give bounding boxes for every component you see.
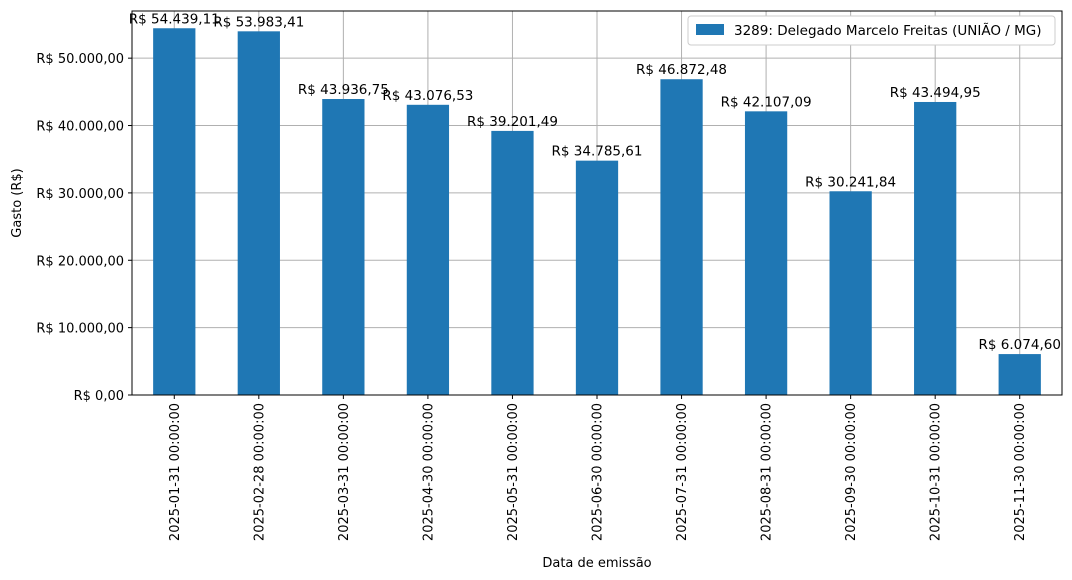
bar <box>322 99 365 395</box>
y-tick-label: R$ 0,00 <box>74 389 124 404</box>
bar <box>660 79 703 395</box>
bar <box>406 104 450 395</box>
legend-swatch <box>696 24 724 35</box>
legend-box <box>687 15 1056 46</box>
y-tick-label: R$ 40.000,00 <box>36 120 124 135</box>
bar-value-label: R$ 39.201,49 <box>467 114 558 130</box>
x-tick-label: 2025-06-30 00:00:00 <box>591 403 606 541</box>
bar-value-label: R$ 42.107,09 <box>721 94 812 110</box>
x-tick-label: 2025-03-31 00:00:00 <box>337 403 352 541</box>
bars-group <box>153 28 1041 396</box>
bar <box>998 354 1041 395</box>
legend: 3289: Delegado Marcelo Freitas (UNIÃO / … <box>687 15 1056 46</box>
bar-value-label: R$ 54.439,11 <box>129 11 220 27</box>
bar <box>575 160 619 395</box>
bar <box>153 28 196 395</box>
bar <box>914 101 957 396</box>
y-tick-label: R$ 20.000,00 <box>36 254 124 269</box>
x-axis: 2025-01-31 00:00:00 2025-02-28 00:00:00 20… <box>168 395 1028 541</box>
bar <box>744 111 788 396</box>
bar-value-label: R$ 34.785,61 <box>552 144 643 160</box>
x-tick-label: 2025-05-31 00:00:00 <box>506 403 521 541</box>
x-tick-label: 2025-07-31 00:00:00 <box>675 403 690 541</box>
bar <box>237 31 280 395</box>
bar-value-label: R$ 6.074,60 <box>979 337 1061 353</box>
x-tick-label: 2025-01-31 00:00:00 <box>168 403 183 541</box>
bar-value-label: R$ 43.494,95 <box>890 85 981 101</box>
bar-value-label: R$ 43.076,53 <box>382 88 473 104</box>
legend-entry: 3289: Delegado Marcelo Freitas (UNIÃO / … <box>734 22 1041 39</box>
x-tick-label: 2025-09-30 00:00:00 <box>844 403 859 541</box>
bar-value-label: R$ 30.241,84 <box>805 174 896 190</box>
bar <box>491 130 534 395</box>
x-tick-label: 2025-11-30 00:00:00 <box>1013 403 1028 541</box>
x-tick-label: 2025-04-30 00:00:00 <box>421 403 436 541</box>
y-axis: R$ 0,00 R$ 10.000,00 R$ 20.000,00 R$ 30.000… <box>36 52 132 404</box>
y-tick-label: R$ 50.000,00 <box>36 52 124 67</box>
bar <box>829 191 872 395</box>
bar-value-label: R$ 43.936,75 <box>298 82 389 98</box>
x-tick-label: 2025-02-28 00:00:00 <box>252 403 267 541</box>
x-tick-label: 2025-10-31 00:00:00 <box>929 403 944 541</box>
y-tick-label: R$ 10.000,00 <box>36 322 124 337</box>
x-axis-label: Data de emissão <box>542 556 651 571</box>
bar-value-label: R$ 46.872,48 <box>636 62 727 78</box>
bar-value-labels: R$ 54.439,11R$ 53.983,41R$ 43.936,75R$ 4… <box>129 11 1061 353</box>
bar-value-label: R$ 53.983,41 <box>213 14 304 30</box>
x-tick-label: 2025-08-31 00:00:00 <box>760 403 775 541</box>
y-axis-label: Gasto (R$) <box>10 168 25 237</box>
y-tick-label: R$ 30.000,00 <box>36 187 124 202</box>
